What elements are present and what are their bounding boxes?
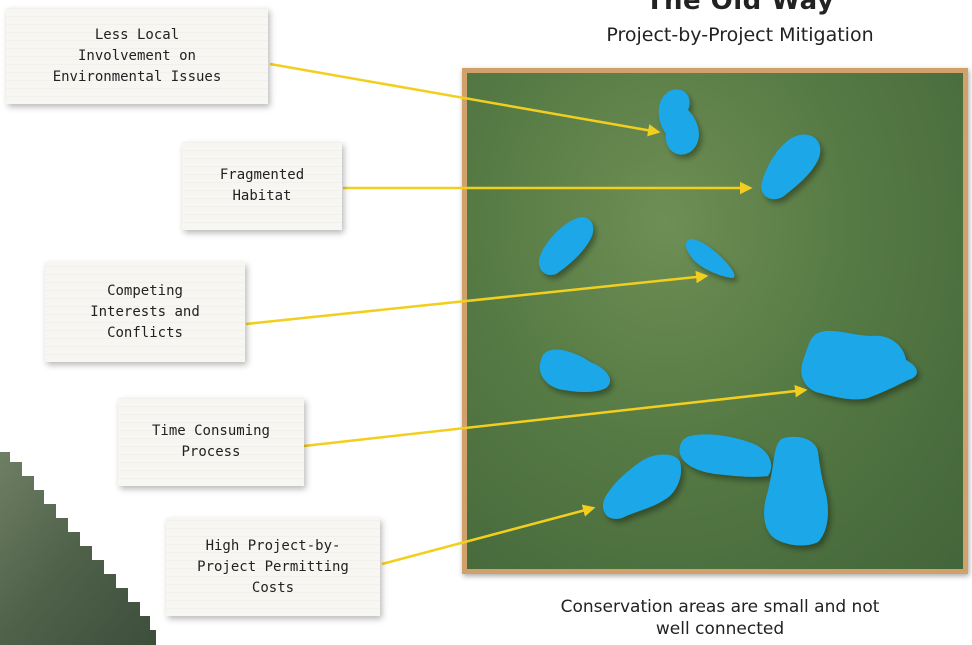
conservation-patch: [685, 239, 735, 278]
page-subtitle: Project-by-Project Mitigation: [606, 24, 874, 46]
label-less-local-involvement: Less Local Involvement on Environmental …: [6, 8, 268, 104]
map-frame: [462, 68, 968, 574]
label-time-consuming: Time Consuming Process: [118, 398, 304, 486]
conservation-patch: [602, 454, 682, 519]
label-permitting-costs: High Project-by- Project Permitting Cost…: [166, 518, 380, 616]
arrow-local: [269, 62, 661, 137]
conservation-patch: [538, 217, 594, 275]
arrow-competing: [245, 270, 709, 326]
conservation-patch: [658, 89, 699, 155]
map-caption: Conservation areas are small and not wel…: [560, 597, 880, 639]
conservation-patch: [679, 434, 772, 477]
conservation-patch: [801, 330, 917, 400]
label-fragmented-habitat: Fragmented Habitat: [182, 142, 342, 230]
arrow-costs: [381, 504, 596, 566]
page-title: The Old Way: [645, 0, 835, 16]
arrow-time: [303, 384, 808, 448]
aerial-fragment-shape: [0, 452, 156, 645]
conservation-patch: [761, 134, 821, 200]
conservation-patch: [539, 349, 611, 392]
conservation-patch: [764, 436, 828, 546]
label-competing-interests: Competing Interests and Conflicts: [45, 262, 245, 362]
